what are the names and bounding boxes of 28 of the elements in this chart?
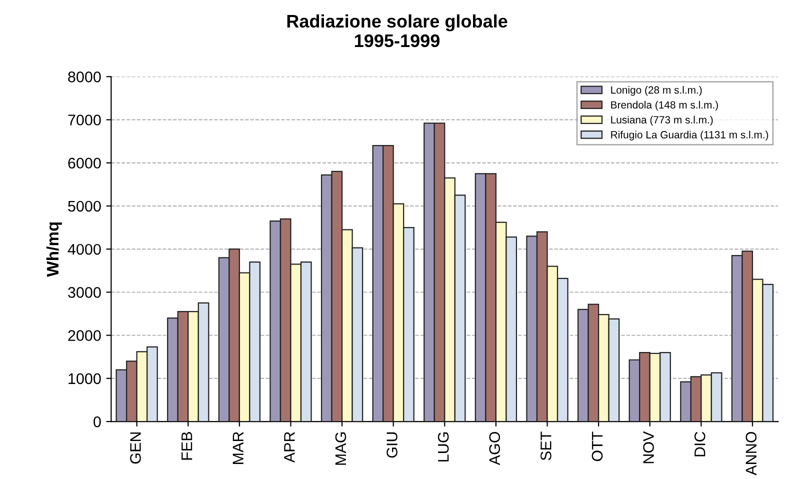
y-tick-label: 5000 (68, 200, 101, 212)
y-tick-label: 8000 (68, 72, 101, 82)
x-tick-label: DIC (694, 432, 706, 456)
y-tick-label: 0 (94, 416, 101, 428)
y-tick-label: 6000 (68, 158, 101, 169)
y-tick-label: 7000 (68, 114, 101, 126)
x-tick-label: MAR (232, 432, 244, 464)
x-tick-label: APR (284, 432, 295, 463)
legend-label: Lonigo (28 m s.l.m.) (611, 86, 702, 96)
x-tick-label: GEN (130, 432, 141, 464)
x-tick-label: SET (540, 432, 552, 460)
y-axis-title: Wh/mq (46, 222, 62, 277)
x-tick-label: AGO (489, 432, 500, 466)
x-tick-label: LUG (438, 432, 449, 462)
chart-title: Radiazione solare globale 1995-1999 (287, 14, 508, 48)
x-tick-label: MAG (335, 432, 346, 465)
y-tick-label: 1000 (68, 373, 101, 384)
x-tick-label: NOV (643, 431, 654, 464)
x-tick-label: FEB (182, 432, 192, 460)
legend-label: Brendola (148 m s.l.m.) (611, 100, 718, 111)
y-tick-label: 3000 (68, 287, 101, 298)
x-tick-label: ANNO (746, 432, 757, 476)
y-tick-label: 4000 (68, 244, 101, 255)
legend-label: Rifugio La Guardia (1131 m s.l.m.) (611, 130, 768, 140)
x-tick-label: OTT (592, 432, 603, 462)
legend-label: Lusiana (773 m s.l.m.) (611, 116, 713, 126)
y-tick-label: 2000 (68, 330, 101, 341)
x-tick-label: GIU (386, 432, 398, 458)
